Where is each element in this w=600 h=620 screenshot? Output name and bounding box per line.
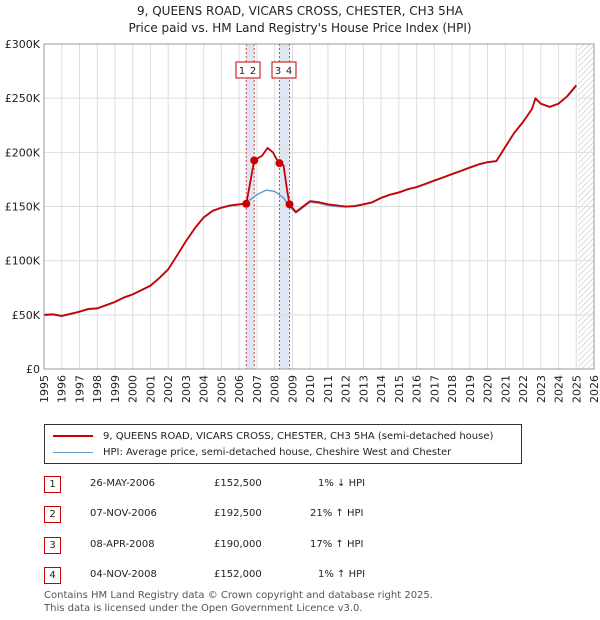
x-tick-label: 2021 <box>499 375 512 403</box>
transaction-date: 07-NOV-2006 <box>90 508 157 519</box>
price-chart: £0 £50K £100K £150K £200K £250K £300K 1995 1996 1… <box>5 38 600 403</box>
sale-point <box>285 200 294 209</box>
sale-label: 4 <box>286 66 292 77</box>
y-tick-label: £200K <box>5 146 41 159</box>
x-tick-label: 2007 <box>251 375 264 403</box>
transaction-date: 04-NOV-2008 <box>90 569 157 580</box>
sale-label-box <box>271 61 297 79</box>
x-tick-label: 2015 <box>393 375 406 403</box>
x-tick-label: 2008 <box>269 375 282 403</box>
x-tick-label: 2014 <box>375 375 388 403</box>
legend-label-hpi: HPI: Average price, semi-detached house,… <box>103 446 452 458</box>
x-tick-label: 2010 <box>304 375 317 403</box>
x-tick-label: 1998 <box>91 375 104 403</box>
sale-label: 2 <box>250 66 256 77</box>
x-tick-label: 2023 <box>535 375 548 403</box>
x-tick-label: 1999 <box>109 375 122 403</box>
y-tick-label: £250K <box>5 92 41 105</box>
x-tick-label: 2025 <box>570 375 583 403</box>
x-tick-label: 2016 <box>411 375 424 403</box>
x-tick-label: 2000 <box>127 375 140 403</box>
x-tick-label: 2026 <box>588 375 600 403</box>
y-tick-label: £300K <box>5 38 41 51</box>
sale-label-box <box>235 61 261 79</box>
sale-label: 1 <box>239 66 245 77</box>
transaction-price: £192,500 <box>214 508 262 519</box>
transaction-price: £152,000 <box>214 569 262 580</box>
x-tick-label: 2022 <box>517 375 530 403</box>
x-tick-label: 1996 <box>56 375 69 403</box>
x-tick-label: 2018 <box>446 375 459 403</box>
y-tick-label: £100K <box>5 255 41 268</box>
legend-item-price: 9, QUEENS ROAD, VICARS CROSS, CHESTER, C… <box>53 429 493 443</box>
transaction-hpi: 17% ↑ HPI <box>310 539 364 550</box>
x-tick-label: 2011 <box>322 375 335 403</box>
x-tick-label: 2019 <box>464 375 477 403</box>
footer-copyright: Contains HM Land Registry data © Crown c… <box>44 590 433 601</box>
transaction-hpi: 1% ↓ HPI <box>318 478 366 489</box>
sale-point <box>275 159 284 168</box>
chart-subtitle: Price paid vs. HM Land Registry's House … <box>128 21 472 35</box>
footer-licence: This data is licensed under the Open Gov… <box>44 603 363 614</box>
legend-swatch-hpi <box>53 451 93 453</box>
transaction-number: 1 <box>44 476 61 493</box>
x-tick-label: 2012 <box>340 375 353 403</box>
y-tick-label: £0 <box>26 363 40 376</box>
x-tick-label: 2024 <box>553 375 566 403</box>
sale-point <box>242 199 251 208</box>
chart-title: 9, QUEENS ROAD, VICARS CROSS, CHESTER, C… <box>136 4 464 18</box>
x-tick-label: 2020 <box>482 375 495 403</box>
transaction-hpi: 1% ↑ HPI <box>318 569 366 580</box>
x-tick-label: 2017 <box>428 375 441 403</box>
sale-label: 3 <box>275 66 281 77</box>
x-tick-label: 2003 <box>180 375 193 403</box>
transaction-hpi: 21% ↑ HPI <box>310 508 364 519</box>
transaction-number: 2 <box>44 506 61 523</box>
x-tick-label: 1997 <box>73 375 86 403</box>
y-tick-label: £50K <box>12 309 41 322</box>
x-tick-label: 2006 <box>233 375 246 403</box>
y-tick-label: £150K <box>5 201 41 214</box>
price-paid-line <box>43 84 577 317</box>
transaction-price: £152,500 <box>214 478 262 489</box>
x-tick-label: 2002 <box>162 375 175 403</box>
transaction-price: £190,000 <box>214 539 262 550</box>
legend-item-hpi: HPI: Average price, semi-detached house,… <box>53 445 451 459</box>
transaction-date: 08-APR-2008 <box>90 539 155 550</box>
legend-swatch-price <box>53 435 93 437</box>
x-tick-label: 2004 <box>198 375 211 403</box>
transaction-number: 4 <box>44 567 61 584</box>
legend-label-price: 9, QUEENS ROAD, VICARS CROSS, CHESTER, C… <box>103 430 494 442</box>
plot-frame <box>43 43 595 370</box>
transaction-number: 3 <box>44 537 61 554</box>
x-tick-label: 2013 <box>357 375 370 403</box>
legend: 9, QUEENS ROAD, VICARS CROSS, CHESTER, C… <box>44 424 522 464</box>
transaction-date: 26-MAY-2006 <box>90 478 156 489</box>
x-tick-label: 2009 <box>286 375 299 403</box>
x-tick-label: 1995 <box>38 375 51 403</box>
x-tick-label: 2005 <box>215 375 228 403</box>
x-tick-label: 2001 <box>144 375 157 403</box>
sale-point <box>250 156 259 165</box>
